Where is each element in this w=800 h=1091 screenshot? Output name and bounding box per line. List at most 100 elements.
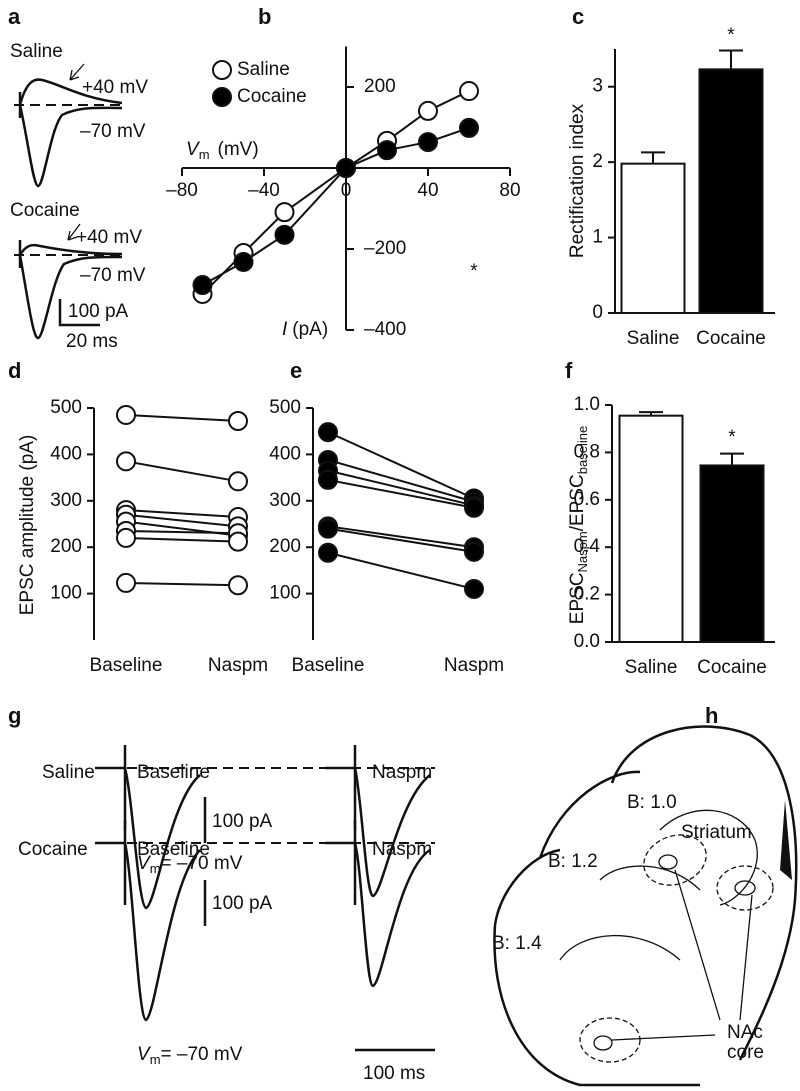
trace <box>18 243 123 256</box>
y-axis-label: EPSCNaspm/EPSCbaseline <box>567 426 590 624</box>
y-tick-label: 500 <box>269 397 301 418</box>
group-label: Saline <box>42 762 95 783</box>
trace <box>18 104 123 188</box>
marker <box>459 81 479 102</box>
series-line <box>125 413 239 422</box>
y-label-subscript: baseline <box>575 426 590 474</box>
error-bar <box>719 49 743 70</box>
condition-label: Naspm <box>372 839 432 860</box>
panel-letter: c <box>572 4 584 29</box>
y-tick-label: 100 <box>50 583 82 604</box>
trace-label: Saline <box>10 41 63 62</box>
marker <box>418 132 438 153</box>
y-tick-label: 0.0 <box>574 631 600 652</box>
ac <box>658 854 678 870</box>
x-label-unit: (mV) <box>218 139 259 160</box>
marker <box>336 158 356 178</box>
marker <box>318 469 338 490</box>
panel-letter: e <box>290 358 302 383</box>
y-tick-label: –400 <box>364 319 406 340</box>
series-line <box>125 529 239 535</box>
x-tick-label: Baseline <box>292 655 365 676</box>
vm-subscript: m <box>150 1052 161 1067</box>
bar <box>698 68 764 315</box>
bar <box>618 414 684 644</box>
y-tick-label: 0.6 <box>574 489 600 510</box>
ventricle <box>780 800 792 880</box>
bregma-label: B: 1.4 <box>492 933 542 954</box>
ac <box>593 1035 613 1051</box>
x-tick-label: 40 <box>417 180 438 201</box>
vm-subscript: m <box>150 861 161 876</box>
x-label-subscript: m <box>199 147 210 162</box>
marker <box>274 224 295 245</box>
error-bar <box>639 411 663 416</box>
series-line <box>125 581 239 587</box>
marker <box>459 117 479 138</box>
nac-core-region <box>643 834 707 886</box>
series-line <box>125 509 239 519</box>
y-label-subscript: Naspm <box>575 531 590 572</box>
y-tick-label: 400 <box>269 443 301 464</box>
x-tick-label: Saline <box>625 657 678 678</box>
y-tick-label: –200 <box>364 238 406 259</box>
y-tick-label: 1.0 <box>574 394 600 415</box>
series-line <box>125 460 239 483</box>
marker <box>318 518 338 539</box>
y-label-symbol: I <box>282 319 288 340</box>
trace <box>325 766 431 898</box>
y-tick-label: 400 <box>50 443 82 464</box>
condition-label: Naspm <box>372 762 432 783</box>
y-axis-label: I (pA) <box>282 319 328 340</box>
vm-label: Vm= –70 mV <box>137 853 243 876</box>
nac-core-region <box>579 1017 641 1063</box>
region-label: Striatum <box>681 822 752 843</box>
vm-symbol: V <box>137 853 152 874</box>
scale-label: 100 pA <box>212 811 273 832</box>
y-tick-label: 300 <box>50 490 82 511</box>
trace-label: –70 mV <box>80 121 146 142</box>
slice-outline <box>493 924 700 1087</box>
vm-text: = –70 mV <box>161 1044 243 1065</box>
x-axis-label: Vm (mV) <box>186 139 259 162</box>
marker <box>274 202 295 223</box>
scale-label: 100 pA <box>68 301 129 322</box>
nac-core-region <box>716 865 774 911</box>
y-axis-label: EPSC amplitude (pA) <box>17 435 38 616</box>
marker <box>228 531 248 552</box>
marker <box>377 140 397 161</box>
slice-outline <box>538 770 641 859</box>
annotation: * <box>728 427 736 448</box>
condition-label: Baseline <box>137 762 210 783</box>
x-tick-label: Naspm <box>208 655 268 676</box>
marker <box>228 471 248 492</box>
series-line <box>327 459 475 503</box>
panel-letter: h <box>705 703 718 728</box>
legend-label: Cocaine <box>237 86 307 107</box>
ac <box>734 880 756 896</box>
marker <box>418 100 438 121</box>
marker <box>116 404 136 425</box>
series-line <box>327 527 475 553</box>
panel-a-traces <box>14 63 123 340</box>
x-tick-label: –40 <box>248 180 280 201</box>
y-tick-label: 2 <box>592 151 603 172</box>
y-tick-label: 0 <box>592 302 603 323</box>
marker <box>192 275 213 296</box>
panel-letter: a <box>8 4 21 29</box>
marker <box>228 575 248 596</box>
legend-marker <box>212 87 232 107</box>
y-tick-label: 0.2 <box>574 584 600 605</box>
annotation: * <box>470 261 478 282</box>
bar <box>699 464 765 643</box>
x-tick-label: Cocaine <box>696 328 766 349</box>
marker <box>116 451 136 472</box>
series-line <box>327 431 475 500</box>
x-tick-label: Cocaine <box>697 657 767 678</box>
brain-diagram <box>493 725 798 1087</box>
panel-letter: b <box>258 4 271 29</box>
vm-symbol: V <box>137 1044 152 1065</box>
series-line <box>327 551 475 590</box>
trace <box>95 841 201 1022</box>
trace-label: Cocaine <box>10 200 80 221</box>
